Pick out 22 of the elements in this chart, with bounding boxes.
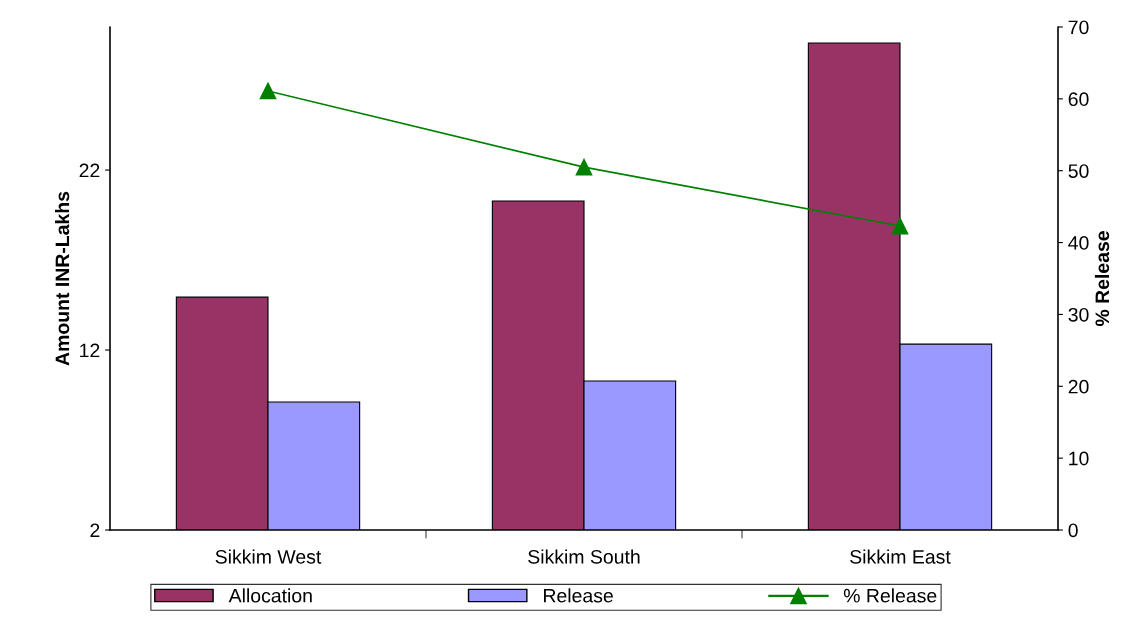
point [891, 217, 909, 235]
y-tick-label: 12 [80, 343, 100, 358]
point [575, 158, 593, 176]
y2-axis-title: % Release [1094, 231, 1110, 327]
y2-tick-label: 70 [1068, 20, 1089, 35]
legend-label: % Release [843, 588, 937, 603]
y-tick-label: 2 [90, 523, 100, 538]
y2-tick-label: 20 [1068, 379, 1089, 394]
legend-label: Allocation [228, 588, 312, 603]
y2-tick-label: 50 [1068, 164, 1089, 178]
y2-tick-label: 40 [1068, 236, 1089, 250]
x-tick-label: Sikkim East [850, 549, 951, 564]
y-axis-title: Amount INR-Lakhs [54, 191, 70, 366]
x-tick-label: Sikkim South [528, 549, 640, 564]
y-tick-label: 22 [79, 163, 100, 178]
y2-tick-label: 30 [1068, 307, 1089, 322]
y2-tick-label: 60 [1068, 92, 1089, 107]
y2-tick-label: 10 [1069, 451, 1089, 466]
legend-label: Release [544, 588, 613, 603]
point [259, 82, 277, 100]
x-tick-label: Sikkim West [215, 549, 322, 564]
y2-tick-label: 0 [1068, 523, 1078, 538]
